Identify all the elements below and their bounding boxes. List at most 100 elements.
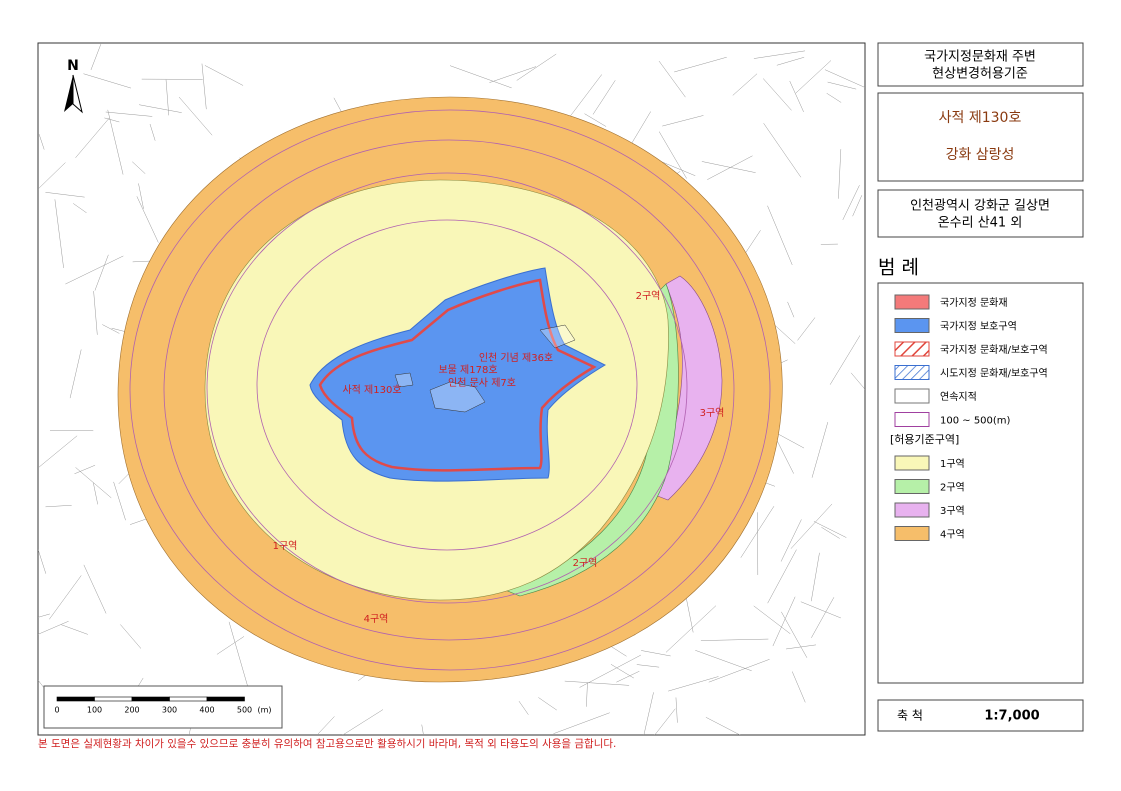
- parcel-line: [120, 624, 142, 649]
- parcel-line: [45, 505, 72, 508]
- scale-label: 축 척: [897, 709, 923, 723]
- parcel-line: [75, 117, 110, 158]
- title-line: 현상변경허용기준: [932, 67, 1028, 82]
- legend-swatch: [894, 294, 930, 310]
- legend-label: 국가지정 문화재: [940, 297, 1008, 309]
- notice: 본 도면은 실제현황과 차이가 있을수 있으므로 충분히 유의하여 참고용으로만…: [38, 737, 616, 750]
- parcel-line: [658, 131, 687, 179]
- legend-label: 3구역: [940, 505, 965, 517]
- parcel-line: [740, 506, 775, 558]
- parcel-line: [797, 317, 816, 341]
- legend-swatch: [894, 365, 930, 380]
- parcel-line: [850, 372, 865, 390]
- scale-tick-label: 400: [199, 706, 214, 715]
- parcel-line: [538, 697, 557, 711]
- parcel-line: [795, 60, 832, 94]
- location-line: 온수리 산41 외: [938, 216, 1023, 231]
- legend-title: 범 례: [878, 257, 919, 279]
- parcel-line: [93, 482, 98, 505]
- legend-label: 연속지적: [940, 391, 977, 403]
- parcel-line: [707, 155, 753, 180]
- parcel-line: [829, 335, 861, 385]
- parcel-line: [708, 659, 770, 683]
- scale-segment: [206, 696, 245, 702]
- parcel-line: [38, 549, 47, 574]
- parcel-line: [654, 708, 676, 735]
- parcel-line: [753, 50, 806, 59]
- protection-zone: [309, 267, 607, 482]
- parcel-line: [94, 254, 109, 291]
- parcel-line: [753, 605, 791, 634]
- parcel-line: [129, 518, 147, 525]
- scale-box: [877, 699, 1084, 732]
- parcel-line: [104, 117, 120, 123]
- parcel-line: [38, 162, 66, 190]
- parcel-line: [54, 199, 64, 268]
- scale-value: 1:7,000: [984, 709, 1039, 724]
- legend-swatch: [894, 341, 930, 357]
- scale-bar: 0 100 200 300 400 500 (m): [43, 685, 283, 729]
- parcel-line: [772, 596, 796, 647]
- parcel-line: [842, 185, 860, 221]
- legend-swatch: [894, 502, 930, 518]
- scale-segment: [56, 696, 95, 702]
- parcel-line: [38, 134, 45, 150]
- parcel-line: [139, 104, 182, 113]
- parcel-line: [516, 53, 557, 81]
- parcel-line: [675, 697, 678, 723]
- legend-swatch: [894, 412, 930, 427]
- map-label: 3구역: [700, 407, 725, 419]
- parcel-line: [49, 575, 82, 620]
- parcel-line: [449, 65, 512, 89]
- legend-swatch: [894, 526, 930, 541]
- parcel-line: [489, 66, 537, 83]
- scale-tick-label: 500: [237, 706, 252, 715]
- parcel-line: [138, 183, 144, 209]
- title-box: [877, 42, 1084, 87]
- parcel-line: [636, 664, 660, 668]
- parcel-line: [641, 650, 671, 657]
- parcel-line: [83, 73, 132, 89]
- legend-swatch: [894, 318, 930, 333]
- parcel-line: [780, 519, 802, 562]
- parcel-line: [790, 503, 833, 549]
- parcel-line: [564, 680, 630, 686]
- parcel-line: [83, 564, 107, 614]
- title-line: 국가지정문화재 주변: [924, 50, 1036, 65]
- map-label: 인천 문사 제7호: [448, 377, 516, 389]
- scale-unit: (m): [257, 706, 271, 715]
- parcel-line: [787, 301, 795, 318]
- scale-tick-label: 300: [162, 706, 177, 715]
- scale-segment: [169, 696, 208, 702]
- distance-rings: [129, 109, 771, 671]
- parcel-line: [38, 620, 69, 635]
- map-label: 1구역: [273, 540, 298, 552]
- parcel-line: [781, 611, 808, 658]
- heritage-boundary: [318, 278, 597, 472]
- parcel-line: [665, 605, 717, 653]
- parcel-line: [216, 636, 245, 655]
- location-box: [877, 189, 1084, 238]
- scale-segment: [131, 696, 170, 702]
- parcel-line: [767, 549, 797, 604]
- parcel-line: [824, 69, 865, 88]
- parcel-line: [800, 601, 841, 619]
- scale-tick-label: 0: [54, 706, 59, 715]
- parcel-line: [584, 113, 607, 127]
- legend-swatch: [894, 388, 930, 404]
- parcel-line: [69, 349, 82, 399]
- parcel-line: [592, 80, 616, 115]
- parcel-line: [811, 597, 835, 638]
- parcel-line: [228, 621, 249, 689]
- map-label: 보물 제178호: [438, 364, 497, 376]
- parcel-line: [107, 109, 124, 175]
- heritage-name: 사적 제130호: [939, 110, 1022, 126]
- parcel-line: [342, 709, 384, 735]
- parcel-line: [553, 712, 610, 734]
- parcel-line: [701, 161, 756, 173]
- legend-label: 4구역: [940, 529, 965, 541]
- heritage-box: [877, 92, 1084, 182]
- scale-tick-label: 100: [87, 706, 102, 715]
